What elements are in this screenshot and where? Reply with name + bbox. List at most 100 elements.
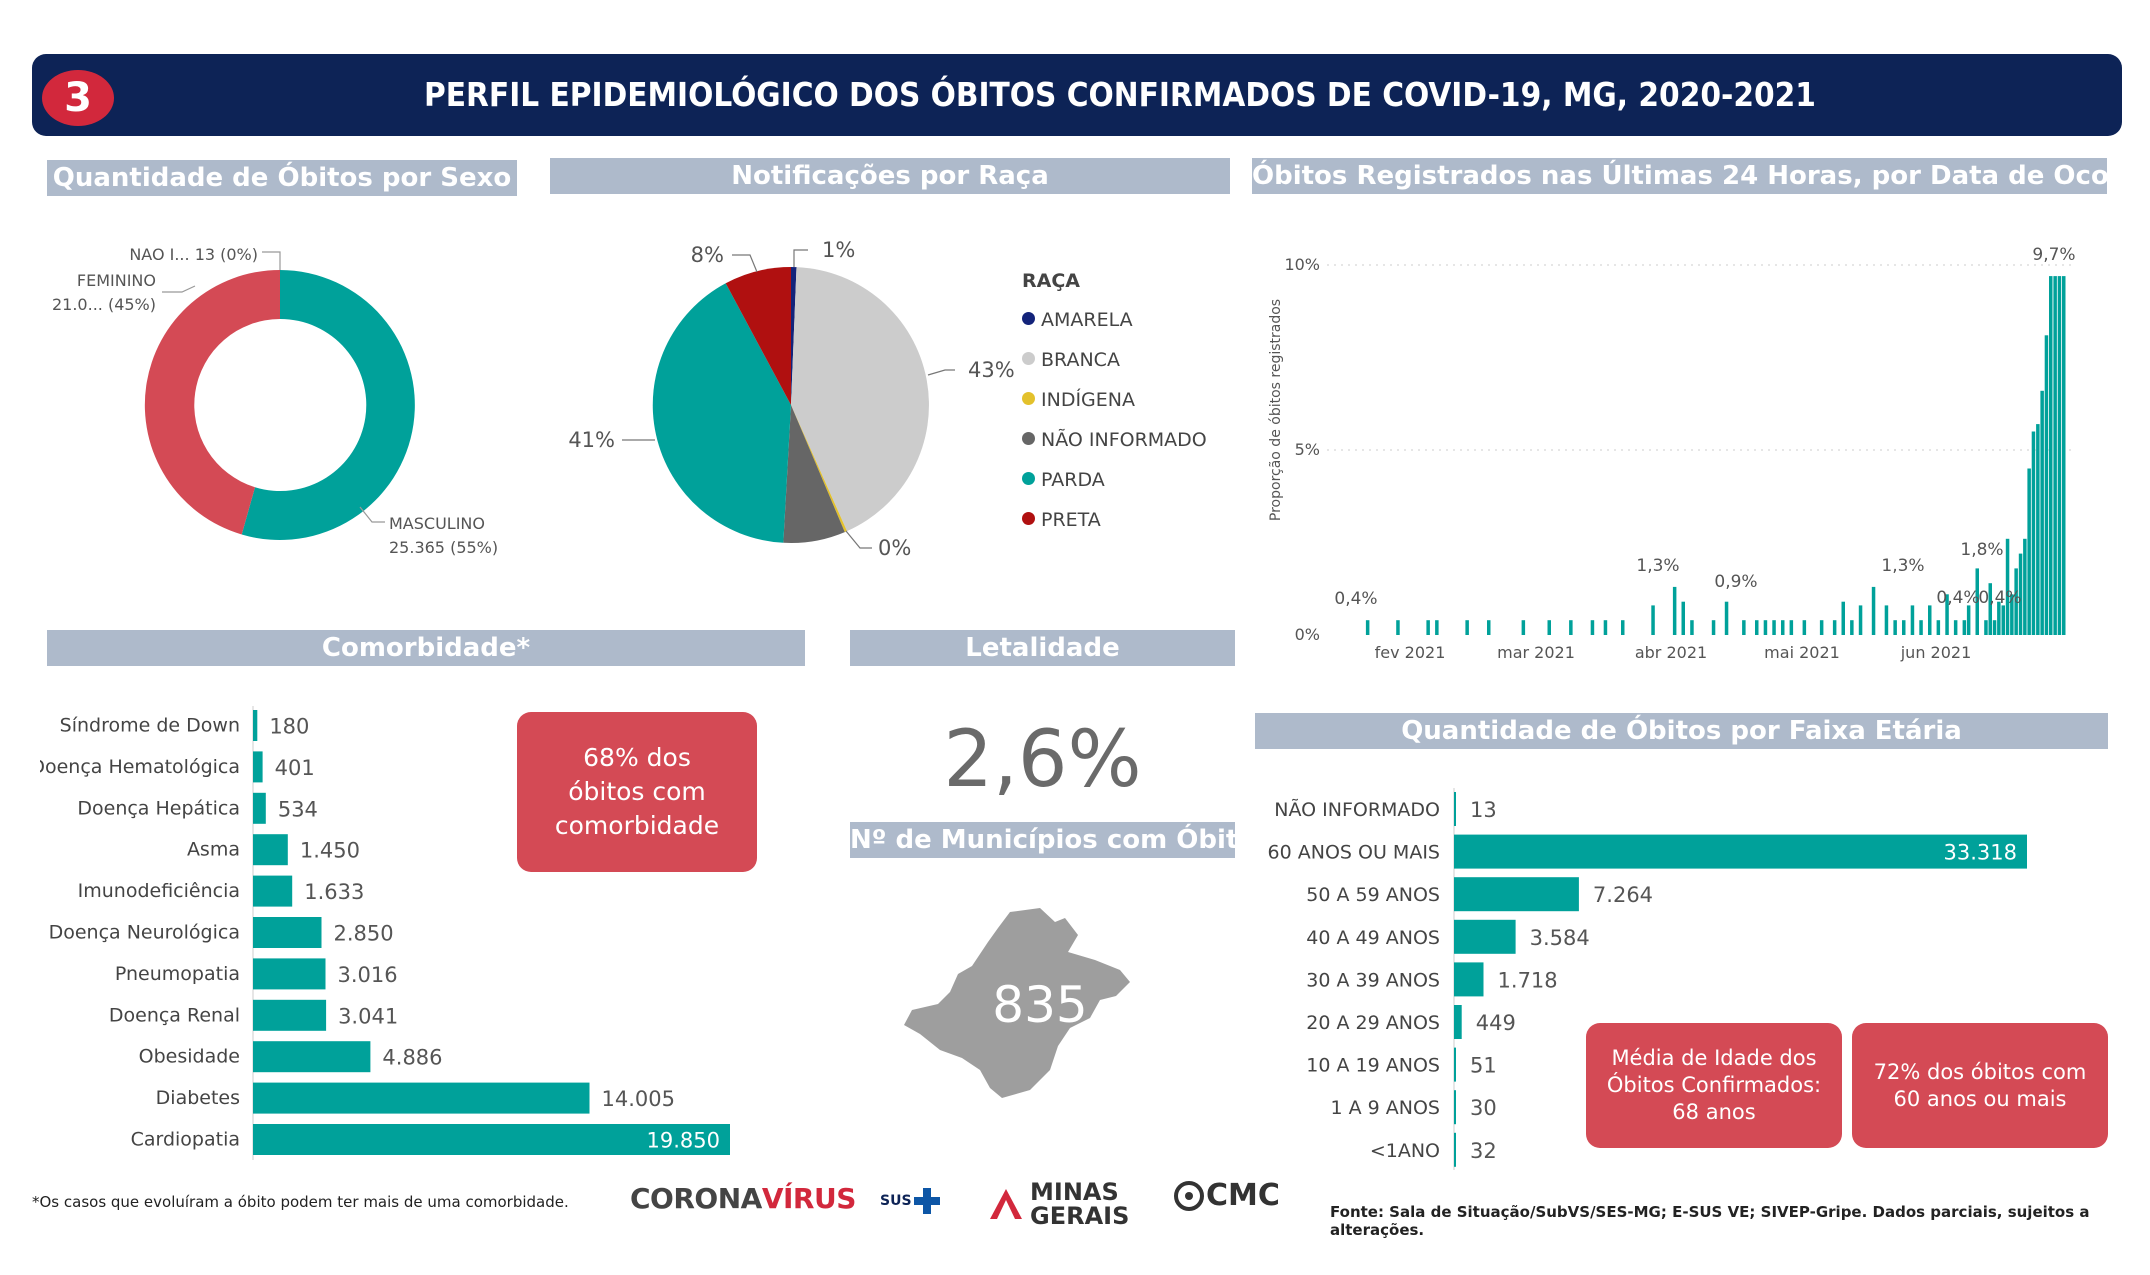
comorb-value-label: 4.886 (382, 1046, 442, 1070)
y-tick-0: 0% (1295, 625, 1320, 644)
faixa-category-label: 30 A 39 ANOS (1306, 969, 1440, 991)
comorbidade-callout-text: 68% dos óbitos com comorbidade (554, 743, 720, 840)
timeline-bar (1465, 620, 1469, 635)
timeline-bar (2001, 605, 2005, 635)
timeline-bar (1997, 601, 2001, 635)
legend-label: PRETA (1041, 509, 1101, 531)
comorb-value-label: 1.450 (300, 839, 360, 863)
mg-text-2: GERAIS (1030, 1202, 1130, 1230)
annotation-4: 1,8% (1960, 540, 2003, 560)
cmc-symbol-icon (1174, 1180, 1204, 1211)
timeline-bar (1966, 605, 1971, 635)
timeline-bar (1858, 605, 1863, 635)
faixa-value-label: 3.584 (1530, 926, 1590, 950)
legend-label: PARDA (1041, 469, 1105, 491)
header-municipios: Nº de Municípios com Óbitos (850, 822, 1235, 858)
header-raca: Notificações por Raça (550, 158, 1230, 194)
comorb-category-label: Imunodeficiência (78, 880, 240, 902)
timeline-bar (1724, 601, 1729, 635)
comorb-bar (253, 875, 293, 907)
faixa-category-label: 10 A 19 ANOS (1306, 1055, 1440, 1077)
header-comorbidade: Comorbidade* (47, 630, 805, 666)
leader-indigena (845, 530, 872, 549)
timeline-bar (1936, 620, 1941, 635)
triangle-icon (990, 1189, 1022, 1219)
mg-text-1: MINAS (1030, 1178, 1119, 1206)
legend-label: BRANCA (1041, 349, 1120, 371)
legend-dot (1022, 472, 1035, 485)
y-tick-10: 10% (1284, 255, 1320, 274)
x-tick-abr: abr 2021 (1635, 643, 1707, 662)
footnote: *Os casos que evoluíram a óbito podem te… (32, 1193, 569, 1211)
comorb-bar (253, 792, 266, 824)
timeline-bar (1435, 620, 1439, 635)
pie-slice-parda (652, 283, 791, 543)
timeline-bar (1919, 620, 1923, 635)
label-masculino-value: 25.365 (55%) (389, 538, 498, 557)
legend-item-preta: PRETA (1022, 500, 1242, 540)
timeline-bar (1962, 620, 1967, 635)
municipios-value: 835 (992, 976, 1087, 1034)
x-tick-fev: fev 2021 (1375, 643, 1446, 662)
timeline-bar (1590, 620, 1595, 635)
faixa-category-label: NÃO INFORMADO (1274, 798, 1440, 821)
legend-dot (1022, 392, 1035, 405)
pie-slice-preta (725, 266, 791, 405)
legend-label: AMARELA (1041, 309, 1133, 331)
timeline-bar (2062, 276, 2066, 635)
label-amarela: 1% (822, 238, 855, 262)
x-tick-jun: jun 2021 (1900, 643, 1972, 662)
minas-gerais-shape (904, 908, 1130, 1098)
faixa-category-label: 20 A 29 ANOS (1306, 1012, 1440, 1034)
faixa-value-label: 13 (1470, 798, 1497, 822)
label-preta: 8% (691, 243, 724, 267)
faixa-bar (1454, 877, 1579, 912)
comorb-category-label: Diabetes (156, 1087, 240, 1109)
faixa-bar (1454, 1047, 1456, 1082)
timeline-bar (2044, 335, 2049, 635)
header-letalidade: Letalidade (850, 630, 1235, 666)
annotation-6: 0,4% (1978, 588, 2021, 608)
label-parda: 41% (568, 428, 615, 452)
header-ultimas24h: Óbitos Registrados nas Últimas 24 Horas,… (1252, 158, 2107, 194)
section-number-badge: 3 (42, 70, 114, 126)
comorb-bar (253, 958, 326, 990)
pie-slice-branca (791, 267, 929, 532)
label-masculino-name: MASCULINO (389, 514, 485, 533)
faixa-category-label: 60 ANOS OU MAIS (1268, 842, 1440, 864)
comorb-category-label: Doença Neurológica (49, 922, 240, 944)
timeline-bar (2023, 538, 2027, 635)
timeline-bar (2005, 538, 2010, 635)
legend-dot (1022, 432, 1035, 445)
timeline-bar (1426, 620, 1430, 635)
leader-nao-informado (262, 251, 281, 270)
label-nao-informado: NAO I... 13 (0%) (129, 245, 258, 264)
timeline-bar (1871, 586, 1876, 635)
timeline-bar (1365, 620, 1370, 635)
title-banner (32, 54, 2122, 136)
timeline-bar (1681, 601, 1685, 635)
comorb-bar (253, 1041, 371, 1073)
legend-item-parda: PARDA (1022, 460, 1242, 500)
faixa-etaria-bar-chart: NÃO INFORMADO 13 60 ANOS OU MAIS 33.318 50 A… (1268, 788, 2027, 1170)
timeline-bar (1396, 620, 1400, 635)
faixa-category-label: 50 A 59 ANOS (1306, 884, 1440, 906)
timeline-bar (2036, 424, 2040, 635)
media-idade-text: Média de Idade dos Óbitos Confirmados: 6… (1606, 1046, 1822, 1124)
comorb-value-label: 3.041 (338, 1004, 398, 1028)
comorb-category-label: Asma (187, 839, 240, 861)
comorb-value-label: 534 (278, 797, 318, 821)
timeline-bar (1893, 620, 1897, 635)
comorb-bar (253, 751, 263, 783)
timeline-bar (2010, 594, 2014, 635)
leader-branca (927, 369, 955, 376)
faixa-bar (1454, 919, 1516, 954)
timeline-bar (2049, 276, 2053, 635)
header-sexo: Quantidade de Óbitos por Sexo (47, 160, 517, 196)
annotation-3: 1,3% (1881, 556, 1924, 576)
leader-amarela (793, 249, 808, 267)
timeline-bar (1992, 620, 1997, 635)
letalidade-value: 2,6% (943, 715, 1142, 805)
annotation-0: 0,4% (1334, 589, 1377, 609)
comorb-bar (253, 710, 258, 741)
